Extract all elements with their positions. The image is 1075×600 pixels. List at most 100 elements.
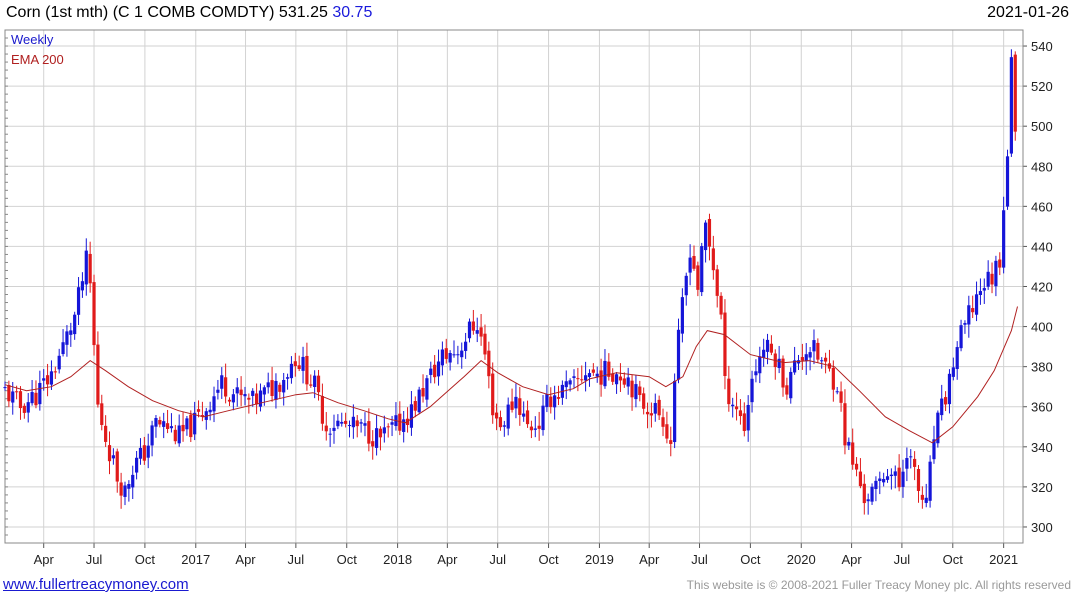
candle-body	[429, 368, 433, 375]
candle-body	[854, 463, 859, 470]
candle-body	[645, 411, 650, 415]
candle-body	[26, 402, 30, 413]
candle-body	[165, 423, 170, 429]
candle-body	[30, 392, 34, 404]
candle-body	[80, 281, 85, 291]
candle-body	[475, 330, 479, 334]
candle-body	[719, 295, 723, 315]
y-tick-label: 520	[1031, 79, 1053, 94]
candle-body	[382, 427, 386, 434]
candle-body	[936, 412, 940, 444]
price-chart: 300 320 340 360 380 400 420 440 460 480 500 520 540 A…	[3, 29, 1053, 567]
candle-body	[444, 348, 448, 359]
candle-body	[456, 354, 460, 356]
candle-body	[974, 294, 979, 315]
candle-body	[247, 397, 251, 400]
candle-body	[84, 250, 88, 285]
legend-ema-200: EMA 200	[11, 52, 64, 67]
candle-body	[212, 396, 216, 412]
x-tick-label: Oct	[943, 552, 964, 567]
candle-body	[800, 357, 804, 361]
candle-body	[378, 428, 383, 438]
y-tick-label: 380	[1031, 360, 1053, 375]
candle-body	[421, 388, 425, 397]
y-tick-label: 420	[1031, 280, 1053, 295]
candle-body	[882, 478, 886, 483]
y-tick-label: 500	[1031, 119, 1053, 134]
candle-body	[762, 349, 766, 358]
x-tick-label: 2020	[787, 552, 816, 567]
candle-body	[769, 343, 774, 353]
candle-body	[715, 269, 719, 296]
candle-body	[684, 275, 688, 296]
candle-body	[433, 364, 437, 378]
candle-body	[529, 426, 534, 431]
candle-body	[680, 297, 684, 334]
candle-body	[978, 291, 983, 295]
x-tick-label: Apr	[437, 552, 458, 567]
website-link[interactable]: www.fullertreacymoney.com	[3, 576, 189, 593]
candle-body	[220, 375, 224, 389]
candle-body	[467, 321, 472, 339]
candle-body	[440, 349, 444, 366]
candle-body	[994, 260, 998, 287]
candle-body	[967, 305, 971, 325]
candle-body	[777, 358, 781, 369]
candle-body	[262, 387, 266, 395]
candle-body	[576, 378, 580, 380]
candle-body	[135, 457, 139, 473]
candle-body	[785, 385, 789, 395]
candle-body	[398, 413, 402, 431]
candle-body	[45, 375, 50, 385]
candle-body	[835, 391, 839, 393]
candle-body	[580, 379, 584, 381]
candle-body	[870, 486, 874, 502]
candle-body	[913, 458, 917, 467]
x-tick-label: Oct	[135, 552, 156, 567]
candle-body	[18, 391, 23, 409]
candle-body	[951, 367, 955, 377]
candle-body	[657, 399, 661, 416]
x-tick-label: 2017	[181, 552, 210, 567]
candle-body	[614, 374, 619, 385]
last-price: 531.25	[278, 4, 328, 21]
candle-body	[789, 371, 793, 399]
candle-body	[65, 331, 69, 345]
candle-body	[963, 323, 967, 325]
candle-body	[297, 365, 301, 370]
candle-body	[146, 445, 150, 458]
candle-body	[402, 419, 406, 432]
candle-body	[324, 425, 328, 432]
candle-body	[390, 422, 394, 425]
candle-body	[928, 461, 932, 501]
x-tick-label: Jul	[288, 552, 305, 567]
candle-body	[599, 370, 603, 385]
candle-body	[158, 419, 162, 425]
candle-body	[858, 471, 863, 487]
candle-body	[359, 422, 363, 424]
candle-body	[630, 380, 634, 398]
candle-body	[711, 248, 715, 271]
candle-body	[940, 398, 944, 416]
candle-body	[76, 287, 81, 315]
x-tick-label: 2021	[989, 552, 1018, 567]
ema-200-line	[4, 306, 1018, 444]
x-tick-label: 2019	[585, 552, 614, 567]
candle-body	[916, 469, 921, 491]
candle-body	[514, 396, 518, 409]
candle-body	[947, 373, 952, 405]
candle-body	[11, 391, 15, 403]
candle-body	[282, 379, 286, 393]
candle-body	[731, 404, 735, 407]
candle-body	[235, 387, 239, 394]
candle-body	[742, 413, 746, 431]
y-tick-label: 340	[1031, 440, 1053, 455]
candle-body	[131, 474, 135, 488]
candle-body	[224, 377, 228, 397]
candle-body	[537, 425, 541, 429]
candle-body	[189, 414, 193, 438]
candle-body	[313, 375, 317, 387]
candle-body	[251, 390, 255, 396]
candle-body	[355, 420, 359, 427]
candle-body	[115, 451, 119, 482]
